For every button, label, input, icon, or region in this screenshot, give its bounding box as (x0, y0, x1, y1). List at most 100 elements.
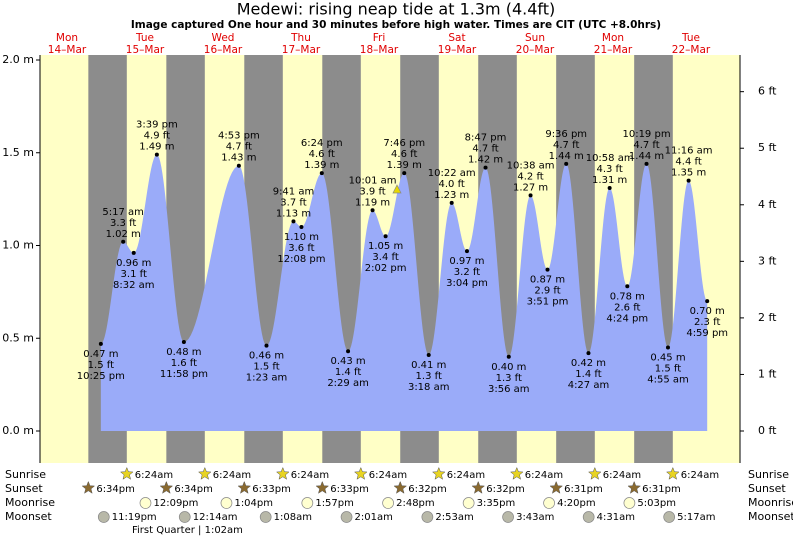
moonrise-time: 2:48pm (396, 498, 435, 509)
moonset-icon (421, 511, 434, 523)
day-date: 16–Mar (204, 44, 243, 56)
tide-label: 7:46 pm (383, 138, 425, 149)
sunset-time: 6:31pm (642, 484, 681, 495)
sunrise-time: 6:24am (525, 470, 563, 481)
sunrise-time: 6:24am (369, 470, 407, 481)
row-label: Sunset (5, 482, 43, 495)
tide-point (402, 171, 407, 176)
sunrise-icon (665, 466, 680, 480)
tide-label: 3:18 am (408, 382, 450, 393)
chart-title: Medewi: rising neap tide at 1.3m (4.4ft) (237, 0, 556, 19)
tide-point (625, 284, 630, 289)
day-name: Tue (681, 32, 700, 44)
day-date: 17–Mar (282, 44, 321, 56)
tide-label: 2:29 am (327, 378, 369, 389)
tide-label: 1.5 ft (655, 364, 681, 375)
y2-tick-label: 0 ft (758, 424, 777, 437)
tide-label: 0.41 m (411, 360, 446, 371)
moonset-time: 4:31am (597, 512, 635, 523)
tide-label: 4.7 ft (472, 144, 498, 155)
moonset-time: 2:53am (435, 512, 473, 523)
tide-label: 4.4 ft (675, 157, 701, 168)
y-tick-label: 0.5 m (2, 331, 34, 344)
tide-label: 0.70 m (690, 306, 725, 317)
tide-point (607, 185, 612, 190)
y-tick-label: 1.0 m (2, 239, 34, 252)
sunrise-time: 6:24am (291, 470, 329, 481)
tide-label: 1.42 m (468, 155, 503, 166)
tide-label: 0.78 m (610, 291, 645, 302)
tide-label: 0.45 m (650, 353, 685, 364)
sunrise-icon (353, 466, 368, 480)
tide-point (131, 250, 136, 255)
tide-point (264, 343, 269, 348)
tide-label: 0.97 m (449, 256, 484, 267)
tide-label: 4.2 ft (517, 171, 543, 182)
tide-point (291, 219, 296, 224)
tide-label: 3.9 ft (359, 186, 385, 197)
tide-label: 1.49 m (139, 142, 174, 153)
tide-point (236, 163, 241, 168)
row-label: Moonrise (5, 496, 55, 509)
moonset-time: 1:08am (274, 512, 312, 523)
day-name: Tue (135, 32, 154, 44)
tide-point (383, 234, 388, 239)
sunset-time: 6:32pm (408, 484, 447, 495)
day-name: Sat (448, 32, 465, 44)
moonset-icon (97, 511, 110, 523)
tide-area (100, 154, 708, 432)
day-name: Mon (56, 32, 78, 44)
day-date: 19–Mar (438, 44, 477, 56)
moonrise-icon (462, 497, 475, 509)
day-name: Wed (212, 32, 235, 44)
sunrise-time: 6:24am (681, 470, 719, 481)
tide-label: 1.39 m (304, 160, 339, 171)
tide-point (449, 200, 454, 205)
day-name: Thu (290, 32, 311, 44)
tide-label: 0.87 m (530, 275, 565, 286)
moonset-time: 12:14am (193, 512, 238, 523)
sunrise-icon (431, 466, 446, 480)
sunrise-time: 6:24am (603, 470, 641, 481)
tide-label: 3.6 ft (288, 243, 314, 254)
tide-label: 4.3 ft (596, 164, 622, 175)
tide-label: 4.9 ft (144, 131, 170, 142)
tide-label: 10:22 am (428, 168, 476, 179)
tide-label: 1.13 m (276, 208, 311, 219)
tide-label: 0.43 m (330, 356, 365, 367)
sunrise-icon (275, 466, 290, 480)
sunset-icon (549, 480, 564, 494)
tide-label: 3.2 ft (454, 267, 480, 278)
tide-point (98, 341, 103, 346)
moonrise-icon (543, 497, 555, 509)
tide-label: 2.6 ft (614, 302, 640, 313)
moonrise-icon (139, 497, 152, 509)
tide-point (154, 152, 159, 157)
tide-point (528, 193, 533, 198)
tide-label: 3:56 am (488, 384, 530, 395)
tide-point (299, 224, 304, 229)
tide-label: 0.96 m (116, 258, 151, 269)
tide-label: 10:38 am (507, 160, 555, 171)
tide-label: 2.3 ft (694, 317, 720, 328)
tide-label: 6:24 pm (301, 138, 343, 149)
moonrise-icon (623, 497, 636, 509)
tide-label: 4:53 pm (218, 131, 260, 142)
moonset-time: 5:17am (677, 512, 715, 523)
tide-label: 8:32 am (113, 280, 155, 291)
moonrise-time: 3:35pm (477, 498, 516, 509)
day-name: Fri (373, 32, 386, 44)
sunset-time: 6:32pm (486, 484, 525, 495)
tide-label: 3.7 ft (280, 197, 306, 208)
day-name: Mon (602, 32, 624, 44)
tide-label: 4.6 ft (391, 149, 417, 160)
tide-label: 8:47 pm (465, 133, 507, 144)
row-label: Sunrise (5, 468, 46, 481)
tide-label: 1.10 m (284, 232, 319, 243)
tide-label: 10:58 am (586, 153, 634, 164)
y-tick-label: 0.0 m (2, 424, 34, 437)
sunset-icon (627, 480, 642, 494)
y-tick-label: 2.0 m (2, 53, 34, 66)
tide-label: 1.05 m (368, 241, 403, 252)
